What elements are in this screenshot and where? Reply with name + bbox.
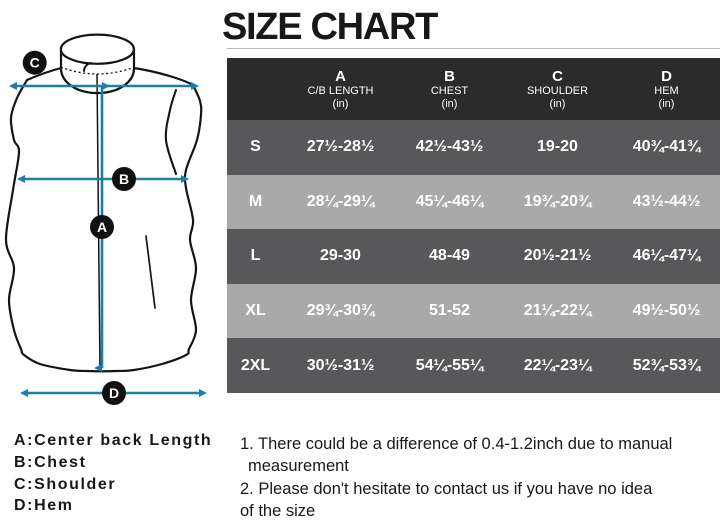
svg-text:C: C bbox=[30, 55, 40, 71]
svg-text:B: B bbox=[119, 171, 129, 187]
svg-text:D: D bbox=[109, 385, 119, 401]
svg-text:A: A bbox=[97, 219, 107, 235]
